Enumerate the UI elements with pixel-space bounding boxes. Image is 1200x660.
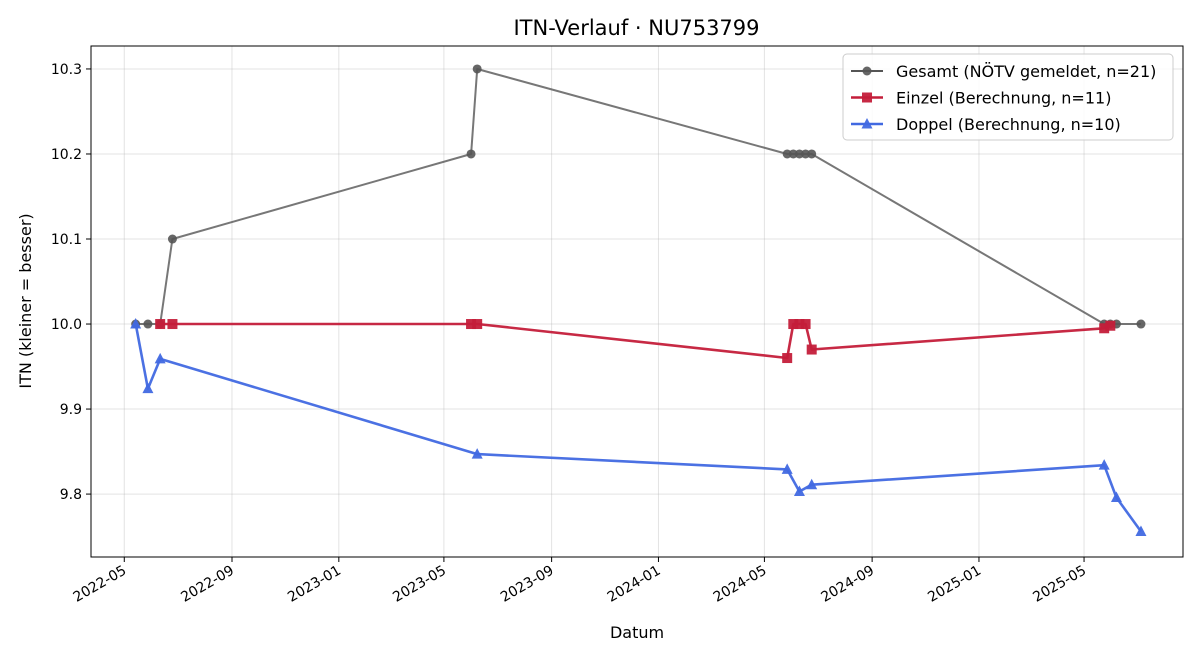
data-point-gesamt (167, 234, 177, 244)
data-point-gesamt (466, 149, 476, 159)
legend-box (842, 53, 1174, 141)
data-point-gesamt (807, 149, 817, 159)
legend-marker (862, 66, 872, 76)
legend-item-doppel: Doppel (Berechnung, n=10) (851, 115, 1121, 134)
y-axis-label: ITN (kleiner = besser) (16, 213, 35, 388)
data-point-doppel (471, 448, 483, 459)
data-point-einzel (167, 319, 178, 330)
data-point-einzel (782, 353, 793, 364)
y-tick-label: 10.3 (51, 62, 82, 78)
data-point-gesamt (472, 64, 482, 74)
y-tick-label: 9.8 (60, 487, 82, 503)
legend-item-einzel: Einzel (Berechnung, n=11) (851, 89, 1111, 108)
data-point-einzel (794, 319, 805, 330)
legend-marker (861, 118, 873, 129)
data-point-doppel (793, 485, 805, 497)
series-doppel (130, 318, 1147, 536)
y-tick-label: 10.1 (51, 232, 82, 248)
chart-title: ITN-Verlauf · NU753799 (513, 16, 759, 40)
data-point-gesamt (1136, 319, 1146, 329)
series-line-doppel (134, 323, 1143, 533)
legend-marker (862, 92, 872, 103)
data-point-doppel (1135, 525, 1147, 536)
data-point-doppel (781, 463, 793, 474)
y-tick-label: 9.9 (60, 402, 82, 418)
series-einzel (155, 319, 1116, 364)
plot-area (130, 64, 1147, 536)
data-point-einzel (788, 319, 799, 330)
axes-frame (90, 45, 1184, 558)
data-point-doppel (806, 478, 818, 490)
y-tick-label: 10.0 (51, 317, 82, 333)
data-point-doppel (154, 352, 166, 364)
data-point-einzel (1099, 323, 1110, 334)
legend-label: Gesamt (NÖTV gemeldet, n=21) (896, 62, 1156, 81)
data-point-doppel (130, 318, 142, 329)
y-tick-label: 10.2 (51, 147, 82, 163)
data-point-einzel (155, 319, 166, 330)
x-axis-label: Datum (610, 623, 664, 642)
legend-label: Einzel (Berechnung, n=11) (896, 89, 1111, 108)
data-point-einzel (472, 319, 483, 330)
data-point-einzel (800, 319, 811, 330)
legend-item-gesamt: Gesamt (NÖTV gemeldet, n=21) (851, 62, 1156, 81)
data-point-einzel (806, 344, 817, 355)
data-point-doppel (142, 382, 154, 394)
data-point-gesamt (143, 319, 153, 329)
legend: Gesamt (NÖTV gemeldet, n=21) Einzel (Bere… (842, 53, 1174, 141)
data-point-einzel (466, 319, 477, 330)
data-point-einzel (1105, 320, 1116, 331)
data-point-doppel (1098, 459, 1110, 470)
y-axis: 9.8 9.9 10.0 10.1 10.2 10.3 (51, 62, 91, 503)
data-point-doppel (1110, 491, 1122, 502)
legend-label: Doppel (Berechnung, n=10) (896, 115, 1121, 134)
